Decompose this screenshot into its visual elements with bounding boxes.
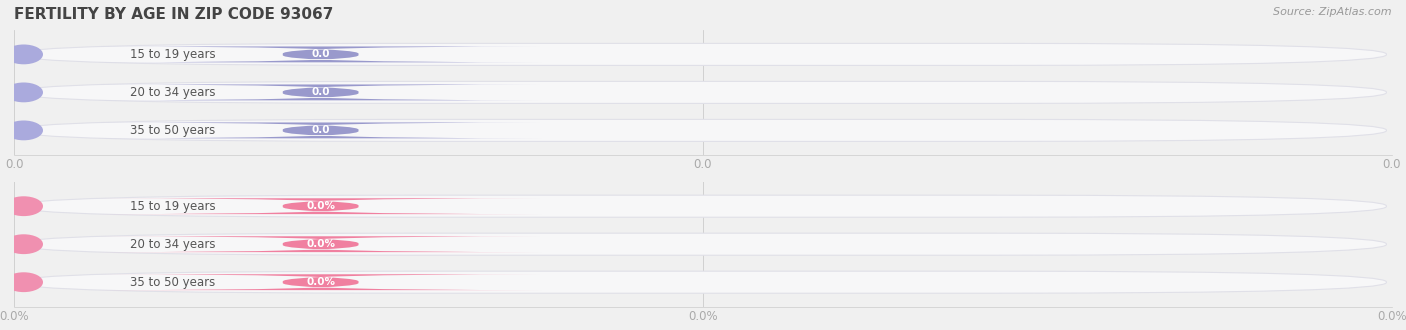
Text: 20 to 34 years: 20 to 34 years xyxy=(129,86,215,99)
FancyBboxPatch shape xyxy=(15,82,1386,103)
FancyBboxPatch shape xyxy=(100,198,541,214)
FancyBboxPatch shape xyxy=(100,236,541,252)
Text: 15 to 19 years: 15 to 19 years xyxy=(129,48,215,61)
Ellipse shape xyxy=(4,45,44,64)
FancyBboxPatch shape xyxy=(100,274,541,290)
FancyBboxPatch shape xyxy=(15,233,1386,255)
FancyBboxPatch shape xyxy=(15,119,1386,142)
FancyBboxPatch shape xyxy=(100,122,541,138)
Ellipse shape xyxy=(4,120,44,140)
Text: 0.0%: 0.0% xyxy=(307,239,335,249)
FancyBboxPatch shape xyxy=(15,195,1386,217)
Text: 0.0%: 0.0% xyxy=(307,277,335,287)
FancyBboxPatch shape xyxy=(15,271,1386,293)
Text: 15 to 19 years: 15 to 19 years xyxy=(129,200,215,213)
Text: 0.0: 0.0 xyxy=(311,125,330,135)
FancyBboxPatch shape xyxy=(100,47,541,62)
Text: Source: ZipAtlas.com: Source: ZipAtlas.com xyxy=(1274,7,1392,16)
Ellipse shape xyxy=(4,196,44,216)
Text: 0.0: 0.0 xyxy=(311,50,330,59)
Text: 0.0%: 0.0% xyxy=(307,201,335,211)
Text: FERTILITY BY AGE IN ZIP CODE 93067: FERTILITY BY AGE IN ZIP CODE 93067 xyxy=(14,7,333,21)
Ellipse shape xyxy=(4,272,44,292)
FancyBboxPatch shape xyxy=(15,43,1386,65)
Text: 0.0: 0.0 xyxy=(311,87,330,97)
Text: 35 to 50 years: 35 to 50 years xyxy=(129,124,215,137)
Text: 20 to 34 years: 20 to 34 years xyxy=(129,238,215,251)
Ellipse shape xyxy=(4,234,44,254)
Ellipse shape xyxy=(4,82,44,102)
Text: 35 to 50 years: 35 to 50 years xyxy=(129,276,215,289)
FancyBboxPatch shape xyxy=(100,84,541,100)
